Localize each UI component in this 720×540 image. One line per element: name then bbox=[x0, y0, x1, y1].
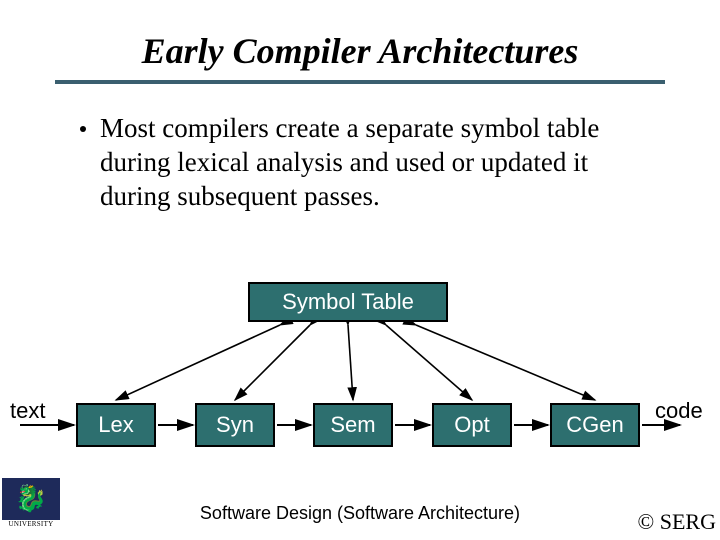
bullet-dot-icon bbox=[80, 126, 86, 132]
page-title: Early Compiler Architectures bbox=[0, 0, 720, 80]
footer-title: Software Design (Software Architecture) bbox=[0, 503, 720, 524]
symbol-table-node: Symbol Table bbox=[248, 282, 448, 322]
side-label-text: text bbox=[10, 398, 45, 424]
compiler-diagram: Symbol Table Lex Syn Sem Opt CGen text code bbox=[0, 270, 720, 490]
stage-node-lex: Lex bbox=[76, 403, 156, 447]
title-underline bbox=[55, 80, 665, 84]
stage-node-sem: Sem bbox=[313, 403, 393, 447]
bullet-item: Most compilers create a separate symbol … bbox=[80, 112, 650, 213]
stage-node-opt: Opt bbox=[432, 403, 512, 447]
stage-node-syn: Syn bbox=[195, 403, 275, 447]
bullet-list: Most compilers create a separate symbol … bbox=[0, 112, 720, 213]
stage-node-cgen: CGen bbox=[550, 403, 640, 447]
bullet-text: Most compilers create a separate symbol … bbox=[100, 112, 650, 213]
footer-copyright: © SERG bbox=[638, 509, 716, 535]
side-label-code: code bbox=[655, 398, 703, 424]
